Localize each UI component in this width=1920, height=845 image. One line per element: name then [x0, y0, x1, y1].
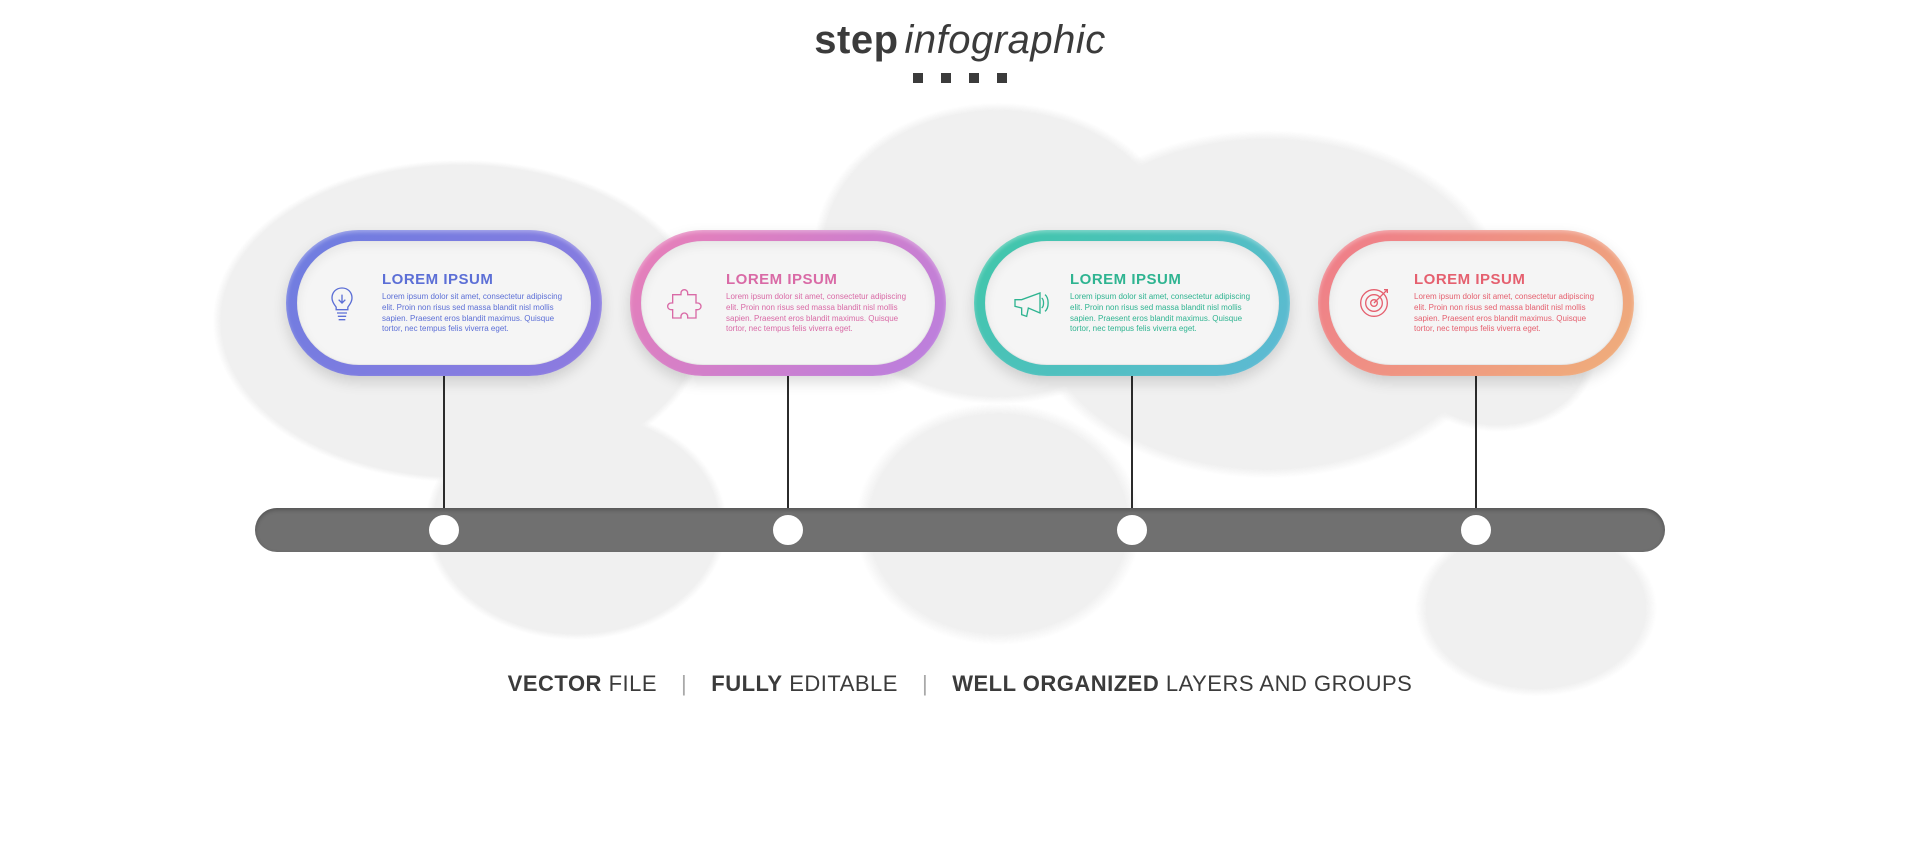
step-inner: LOREM IPSUM Lorem ipsum dolor sit amet, …	[1329, 241, 1623, 365]
step-title: LOREM IPSUM	[382, 271, 564, 288]
title-bold: step	[814, 18, 898, 62]
step-inner: LOREM IPSUM Lorem ipsum dolor sit amet, …	[985, 241, 1279, 365]
header: stepinfographic	[0, 18, 1920, 83]
timeline-connector	[787, 376, 789, 530]
step-title: LOREM IPSUM	[1414, 271, 1596, 288]
footer-part-bold: WELL ORGANIZED	[952, 671, 1159, 696]
step-title: LOREM IPSUM	[726, 271, 908, 288]
step-pill: LOREM IPSUM Lorem ipsum dolor sit amet, …	[974, 230, 1290, 376]
title-italic: infographic	[905, 18, 1106, 62]
megaphone-icon	[1008, 283, 1052, 323]
title-dot	[913, 73, 923, 83]
puzzle-icon	[664, 283, 708, 323]
timeline-connector	[443, 376, 445, 530]
lightbulb-icon	[320, 283, 364, 323]
footer-separator: |	[681, 671, 687, 696]
title-dot	[997, 73, 1007, 83]
step-pill: LOREM IPSUM Lorem ipsum dolor sit amet, …	[1318, 230, 1634, 376]
timeline	[255, 508, 1665, 552]
title-dot	[969, 73, 979, 83]
step-inner: LOREM IPSUM Lorem ipsum dolor sit amet, …	[641, 241, 935, 365]
step-body: Lorem ipsum dolor sit amet, consectetur …	[1414, 292, 1596, 335]
target-icon	[1352, 283, 1396, 323]
footer-separator: |	[922, 671, 928, 696]
step-title: LOREM IPSUM	[1070, 271, 1252, 288]
steps-row: LOREM IPSUM Lorem ipsum dolor sit amet, …	[0, 230, 1920, 376]
world-map-background	[0, 0, 1920, 845]
timeline-bar	[255, 508, 1665, 552]
timeline-connector	[1131, 376, 1133, 530]
footer-part-rest: FILE	[602, 671, 657, 696]
step-body: Lorem ipsum dolor sit amet, consectetur …	[726, 292, 908, 335]
title-dot	[941, 73, 951, 83]
timeline-connector	[1475, 376, 1477, 530]
step-pill: LOREM IPSUM Lorem ipsum dolor sit amet, …	[630, 230, 946, 376]
timeline-node	[770, 512, 806, 548]
timeline-node	[1458, 512, 1494, 548]
step-body: Lorem ipsum dolor sit amet, consectetur …	[382, 292, 564, 335]
title-dots	[0, 73, 1920, 83]
footer-part-bold: VECTOR	[508, 671, 602, 696]
page-title: stepinfographic	[0, 18, 1920, 63]
footer: VECTOR FILE | FULLY EDITABLE | WELL ORGANIZE…	[0, 671, 1920, 697]
footer-part-rest: EDITABLE	[783, 671, 898, 696]
step-body: Lorem ipsum dolor sit amet, consectetur …	[1070, 292, 1252, 335]
step-text: LOREM IPSUM Lorem ipsum dolor sit amet, …	[1070, 271, 1252, 335]
footer-part-bold: FULLY	[711, 671, 782, 696]
footer-part-rest: LAYERS AND GROUPS	[1159, 671, 1412, 696]
step-pill: LOREM IPSUM Lorem ipsum dolor sit amet, …	[286, 230, 602, 376]
step-inner: LOREM IPSUM Lorem ipsum dolor sit amet, …	[297, 241, 591, 365]
timeline-node	[1114, 512, 1150, 548]
step-text: LOREM IPSUM Lorem ipsum dolor sit amet, …	[1414, 271, 1596, 335]
step-text: LOREM IPSUM Lorem ipsum dolor sit amet, …	[382, 271, 564, 335]
timeline-node	[426, 512, 462, 548]
step-text: LOREM IPSUM Lorem ipsum dolor sit amet, …	[726, 271, 908, 335]
